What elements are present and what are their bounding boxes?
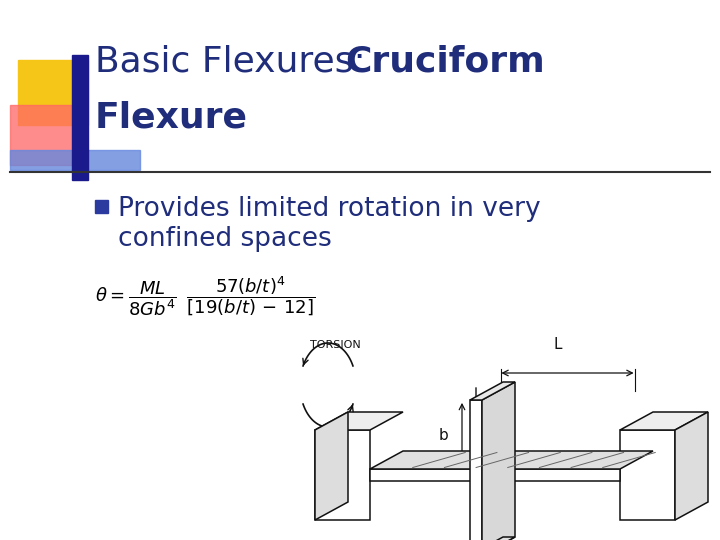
Bar	[10, 105, 80, 165]
Polygon shape	[370, 469, 620, 481]
Polygon shape	[315, 412, 348, 520]
Text: b: b	[438, 428, 448, 442]
Bar	[95, 200, 108, 213]
Polygon shape	[315, 430, 370, 520]
Text: L: L	[553, 337, 562, 352]
Text: $\theta = \dfrac{ML}{8Gb^4}\;\; \dfrac{57(b/t)^4}{[19(b/t)\,-\,12]}$: $\theta = \dfrac{ML}{8Gb^4}\;\; \dfrac{5…	[95, 275, 315, 318]
Polygon shape	[620, 412, 708, 430]
Text: TORSION: TORSION	[310, 340, 361, 350]
Text: Cruciform: Cruciform	[345, 45, 545, 79]
Text: Basic Flexures:: Basic Flexures:	[95, 45, 377, 79]
Polygon shape	[370, 451, 653, 469]
Polygon shape	[470, 382, 515, 400]
Text: confined spaces: confined spaces	[118, 226, 332, 252]
Polygon shape	[675, 412, 708, 520]
Polygon shape	[620, 430, 675, 520]
Bar	[18, 60, 88, 125]
Polygon shape	[315, 412, 403, 430]
Polygon shape	[470, 537, 515, 540]
Polygon shape	[470, 400, 482, 540]
Polygon shape	[482, 382, 515, 540]
Text: Flexure: Flexure	[95, 100, 248, 134]
Bar	[10, 150, 140, 170]
Text: Provides limited rotation in very: Provides limited rotation in very	[118, 196, 541, 222]
Bar	[72, 55, 88, 180]
